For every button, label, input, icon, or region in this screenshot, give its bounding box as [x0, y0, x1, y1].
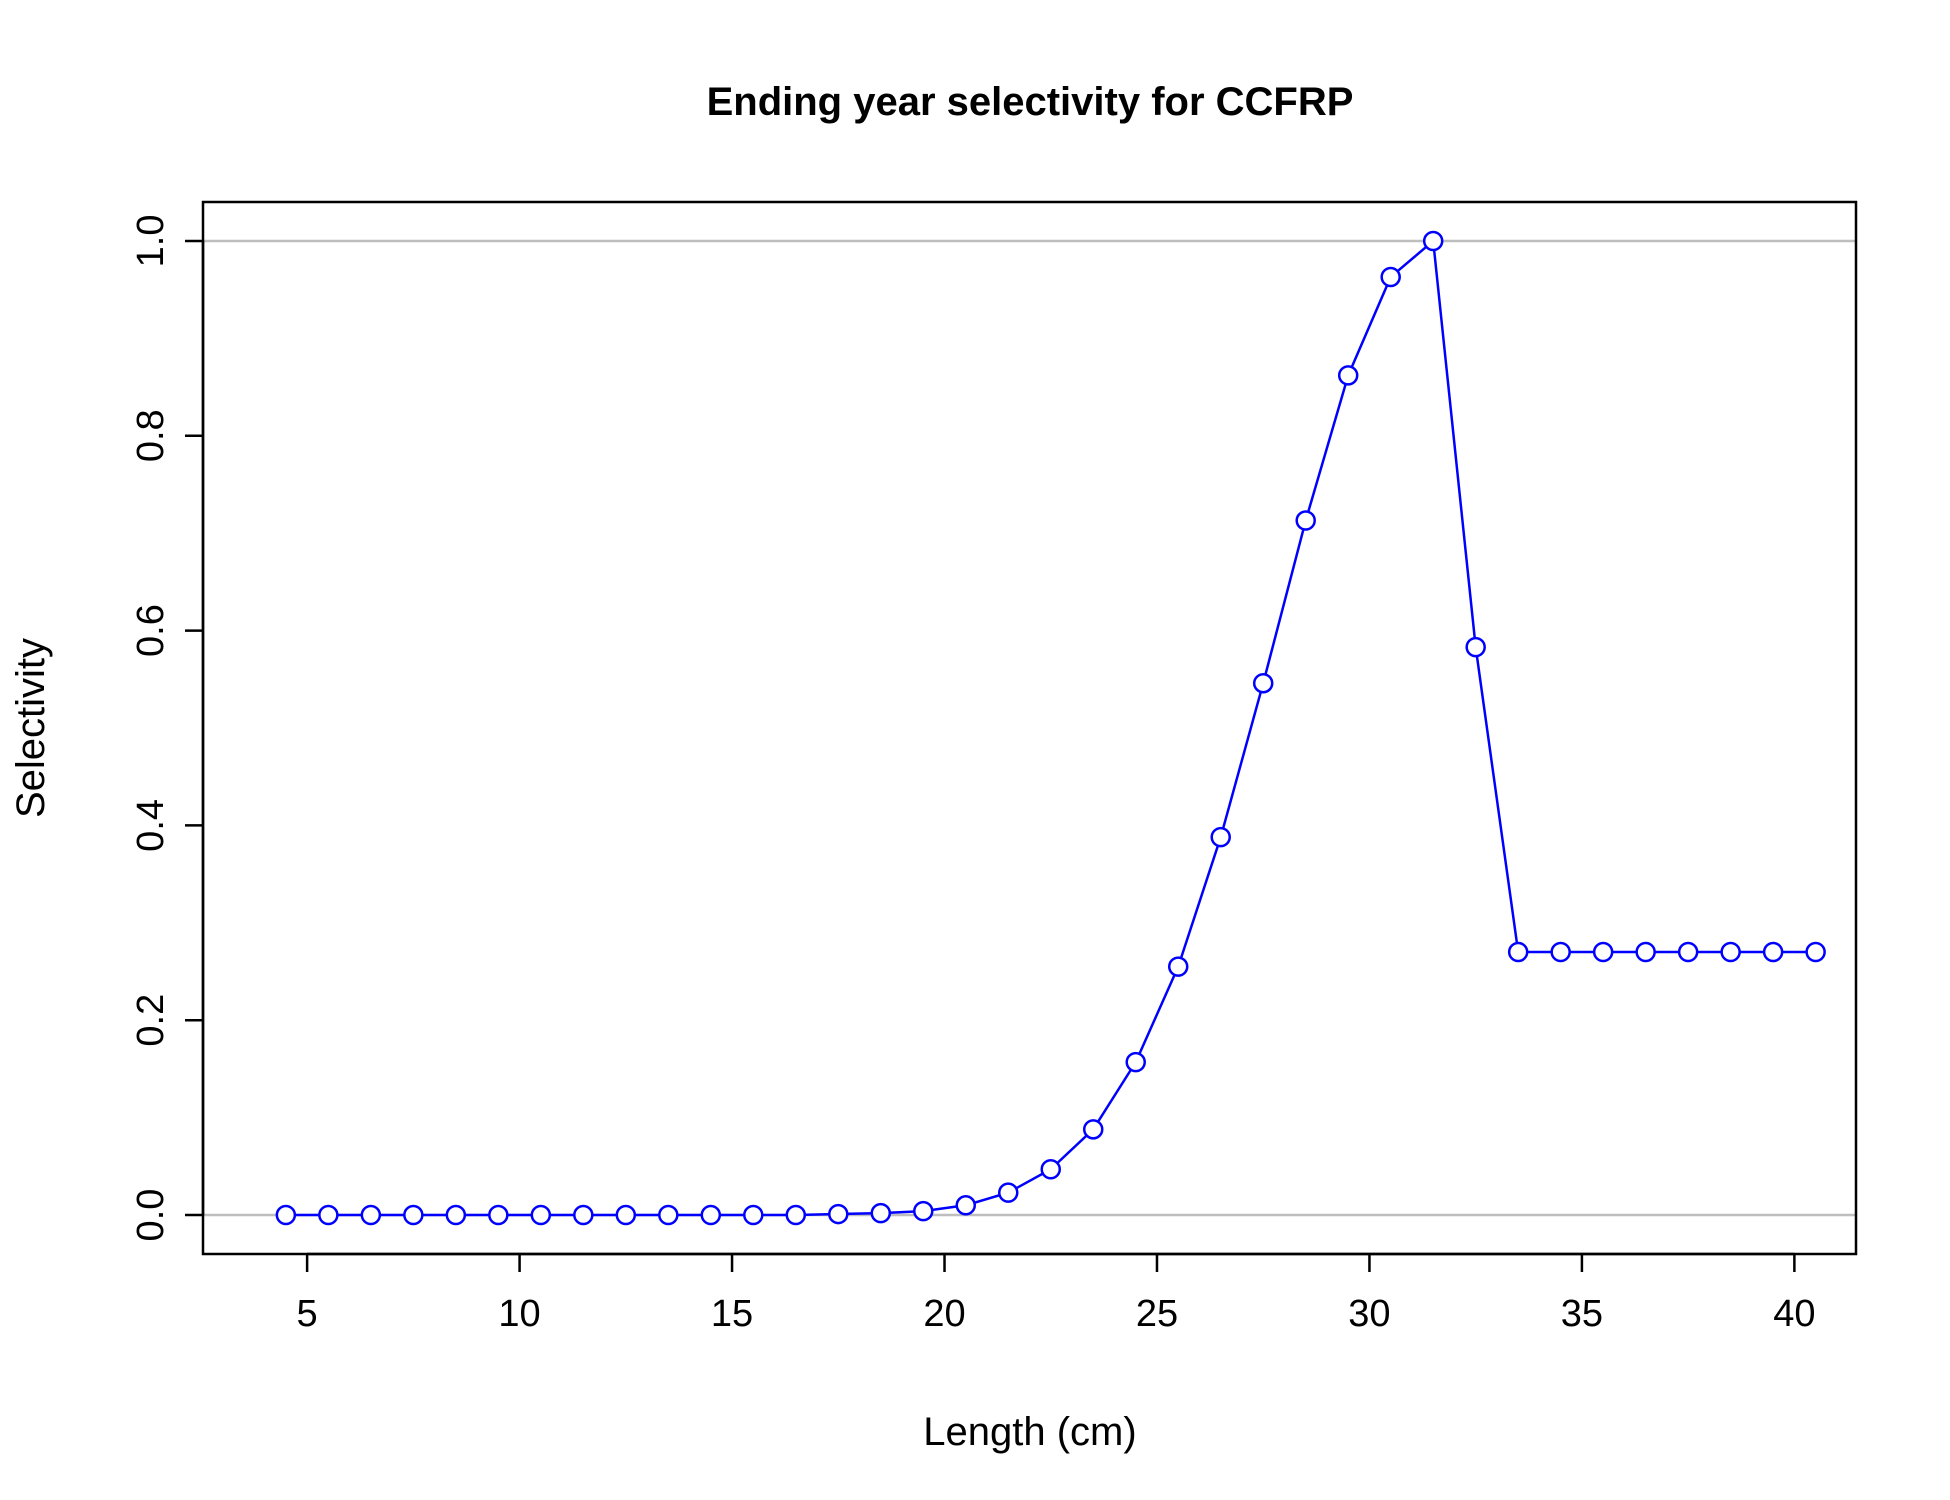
data-point	[318, 1204, 339, 1226]
data-point	[1507, 941, 1529, 963]
data-series	[275, 230, 1826, 1226]
data-point	[700, 1204, 722, 1226]
data-point	[658, 1204, 679, 1226]
data-point	[1805, 941, 1826, 963]
x-axis-title: Length (cm)	[923, 1410, 1136, 1454]
plot-frame	[201, 200, 1858, 1256]
data-point	[1677, 941, 1699, 963]
data-point	[573, 1204, 594, 1226]
x-tick-label: 40	[1773, 1293, 1815, 1335]
chart-title: Ending year selectivity for CCFRP	[707, 80, 1354, 124]
data-point	[445, 1204, 467, 1226]
x-tick-label: 30	[1348, 1293, 1390, 1335]
data-point	[488, 1204, 509, 1226]
data-point	[275, 1204, 297, 1226]
data-point	[998, 1182, 1019, 1203]
data-point	[1550, 941, 1571, 963]
data-point	[1167, 956, 1189, 977]
data-point	[1295, 510, 1316, 531]
data-point	[360, 1204, 382, 1226]
data-point	[1337, 365, 1359, 386]
y-axis-title: Selectivity	[9, 638, 53, 818]
data-point	[530, 1204, 552, 1226]
data-point	[743, 1204, 764, 1226]
data-point	[1125, 1051, 1146, 1073]
y-tick-label: 0.8	[130, 409, 172, 462]
y-axis: 0.0 0.2 0.4 0.6 0.8 1.0	[130, 215, 205, 1242]
y-tick-label: 0.6	[130, 604, 172, 657]
y-tick-label: 0.4	[130, 799, 172, 852]
data-point	[1635, 941, 1656, 963]
x-tick-label: 15	[711, 1293, 753, 1335]
data-point	[1592, 941, 1614, 963]
x-axis: 5 10 15 20 25 30 35 40	[297, 1252, 1816, 1335]
data-point	[955, 1195, 977, 1216]
x-tick-label: 10	[498, 1293, 540, 1335]
y-tick-label: 1.0	[130, 215, 172, 268]
series-line	[285, 239, 1816, 1217]
data-point	[828, 1203, 849, 1225]
data-point	[1040, 1159, 1061, 1180]
x-tick-label: 5	[297, 1293, 318, 1335]
x-tick-label: 35	[1561, 1293, 1603, 1335]
data-point	[785, 1204, 807, 1226]
data-point	[1422, 230, 1444, 252]
data-point	[1210, 826, 1231, 848]
x-tick-label: 20	[923, 1293, 965, 1335]
y-tick-label: 0.2	[130, 994, 172, 1047]
data-point	[403, 1204, 424, 1226]
data-point	[1380, 266, 1401, 288]
data-point	[913, 1200, 934, 1222]
x-tick-label: 25	[1136, 1293, 1178, 1335]
reference-lines	[203, 239, 1856, 1217]
data-point	[1720, 941, 1741, 963]
data-point	[870, 1202, 892, 1224]
data-point	[1252, 672, 1274, 694]
data-point	[615, 1204, 637, 1226]
data-point	[1465, 636, 1486, 658]
data-point	[1762, 941, 1784, 963]
data-point	[1082, 1119, 1104, 1140]
y-tick-label: 0.0	[130, 1189, 172, 1242]
